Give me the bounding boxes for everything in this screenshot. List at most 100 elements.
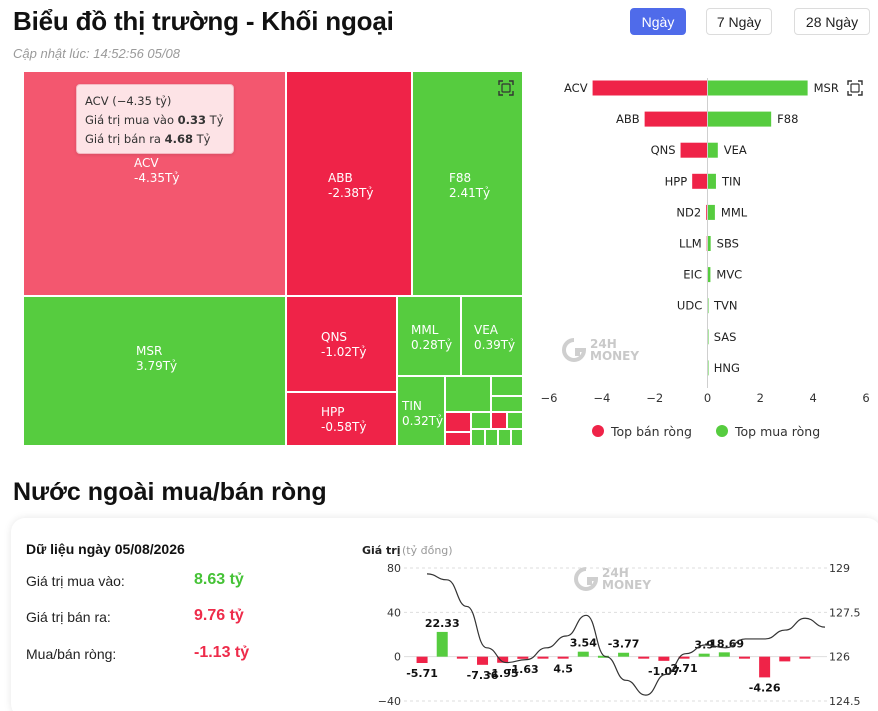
tile-code: ABB (328, 171, 353, 185)
treemap-tile-small[interactable] (491, 412, 507, 429)
buy-bar (707, 236, 711, 251)
treemap-tile-small[interactable] (511, 429, 523, 446)
buy-bar (707, 80, 808, 96)
net-bar-label: 4.5 (553, 662, 573, 675)
treemap-tile-msr[interactable]: MSR 3.79Tỷ (23, 296, 286, 446)
net-bar-label: -5.71 (406, 667, 438, 680)
buy-bar (707, 111, 772, 127)
tile-code: QNS (321, 330, 348, 344)
net-bar (557, 656, 569, 659)
net-bar-label: 2.71 (670, 662, 697, 675)
tooltip-buy-label: Giá trị mua vào (85, 113, 174, 127)
buy-label: TVN (713, 299, 738, 313)
tooltip-title: ACV (−4.35 tỷ) (85, 94, 172, 108)
x-tick-label: 6 (862, 391, 869, 405)
treemap-tile-small[interactable] (507, 412, 523, 429)
net-date-title: Dữ liệu ngày 05/08/2026 (26, 541, 185, 557)
treemap-tile-small[interactable] (498, 429, 511, 446)
sell-label: LLM (679, 237, 702, 251)
price-line (426, 573, 826, 696)
x-tick-label: −4 (593, 391, 610, 405)
buy-label: Giá trị mua vào: (26, 573, 125, 589)
expand-icon[interactable] (847, 80, 863, 96)
net-bar (416, 656, 428, 663)
treemap-tile-f88[interactable]: F88 2.41Tỷ (412, 71, 523, 296)
treemap-tile-qns[interactable]: QNS -1.02Tỷ (286, 296, 397, 392)
sell-bar (592, 80, 708, 96)
treemap-tile-small[interactable] (491, 376, 523, 396)
watermark-logo-icon (574, 567, 598, 591)
treemap-tile-vea[interactable]: VEA 0.39Tỷ (461, 296, 523, 376)
treemap-tile-small[interactable] (445, 376, 491, 412)
buy-label: F88 (777, 112, 798, 126)
treemap-tile-small[interactable] (445, 412, 471, 432)
sell-label: ACV (564, 81, 588, 95)
treemap-tile-hpp[interactable]: HPP -0.58Tỷ (286, 392, 397, 446)
net-bar (678, 656, 690, 659)
net-flow-chart: Giá trị (tỷ đồng)80 40 0 −40 129 127.5 126 124.5… (362, 544, 861, 708)
treemap-tile-abb[interactable]: ABB -2.38Tỷ (286, 71, 412, 296)
buy-label: MSR (814, 81, 839, 95)
legend-label: Top bán ròng (610, 424, 692, 439)
buy-label: MML (721, 205, 748, 219)
treemap-tile-small[interactable] (471, 429, 485, 446)
tooltip-unit: Tỷ (196, 132, 211, 146)
sell-bar (706, 204, 708, 220)
net-bar (799, 656, 811, 659)
tooltip-sell-row: Giá trị bán ra 4.68 Tỷ (85, 130, 225, 149)
treemap-tile-small[interactable] (491, 396, 523, 412)
buy-bar (707, 173, 716, 189)
tooltip-unit: Tỷ (209, 113, 224, 127)
buy-value: 8.63 tỷ (194, 571, 244, 588)
tile-code: MSR (136, 344, 163, 358)
treemap-tile-small[interactable] (445, 432, 471, 446)
watermark-text-1: 24H (602, 566, 629, 580)
tile-value: -0.58Tỷ (321, 420, 367, 434)
expand-icon[interactable] (498, 80, 514, 96)
sell-bar (692, 173, 708, 189)
tile-value: -2.38Tỷ (328, 186, 374, 200)
treemap-tile-small[interactable] (485, 429, 498, 446)
x-tick-label: 4 (810, 391, 817, 405)
y-tick-label: 0 (394, 651, 401, 664)
tooltip-sell-label: Giá trị bán ra (85, 132, 161, 146)
legend-label: Top mua ròng (734, 424, 820, 439)
tile-value: -1.02Tỷ (321, 345, 367, 359)
tile-value: 3.79Tỷ (136, 359, 178, 373)
treemap-tile-tin[interactable]: TIN 0.32Tỷ (397, 376, 445, 446)
tile-code: MML (411, 323, 439, 337)
tab-28-days[interactable]: 28 Ngày (794, 8, 870, 35)
y-axis-unit: (tỷ đồng) (402, 544, 453, 557)
buy-bar (707, 142, 718, 158)
sell-label: ND2 (676, 205, 701, 219)
tile-value: 0.28Tỷ (411, 338, 453, 352)
sell-bar (644, 111, 708, 127)
buy-label: SBS (717, 237, 739, 251)
net-bar (477, 656, 489, 665)
treemap-tile-small[interactable] (471, 412, 491, 429)
tab-day[interactable]: Ngày (630, 8, 686, 35)
tile-code: TIN (402, 399, 422, 413)
y-tick-label: 80 (387, 562, 401, 575)
sell-bar (680, 142, 708, 158)
legend-marker (592, 425, 604, 437)
net-bar (597, 655, 609, 658)
net-bar-label: -7.36 (467, 669, 499, 682)
y-tick-label: −40 (378, 695, 401, 708)
sell-value: 9.76 tỷ (194, 607, 244, 624)
buy-label: MVC (716, 268, 742, 282)
tab-7-days[interactable]: 7 Ngày (706, 8, 772, 35)
net-label: Mua/bán ròng: (26, 646, 117, 662)
legend-marker (716, 425, 728, 437)
net-value: -1.13 tỷ (194, 644, 250, 661)
treemap-tile-mml[interactable]: MML 0.28Tỷ (397, 296, 461, 376)
net-bar (517, 656, 529, 659)
tooltip-buy-row: Giá trị mua vào 0.33 Tỷ (85, 111, 225, 130)
last-updated: Cập nhật lúc: 14:52:56 05/08 (13, 46, 180, 61)
buy-bar (707, 204, 715, 220)
tile-code: ACV (134, 156, 159, 170)
tile-code: F88 (449, 171, 472, 185)
foreign-treemap: ACV -4.35Tỷ ABB -2.38Tỷ F88 2.41Tỷ MSR 3.79T… (23, 71, 523, 446)
y2-tick-label: 129 (829, 562, 850, 575)
tile-value: 0.32Tỷ (402, 414, 444, 428)
